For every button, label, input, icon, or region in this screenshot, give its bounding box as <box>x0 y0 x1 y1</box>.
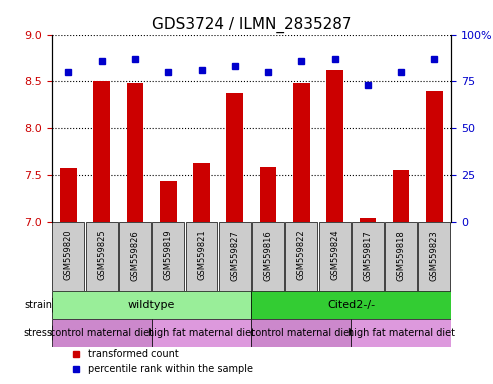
Text: transformed count: transformed count <box>88 349 178 359</box>
Bar <box>318 222 351 291</box>
Bar <box>60 169 77 222</box>
Polygon shape <box>52 326 63 340</box>
Bar <box>152 222 184 291</box>
Text: GSM559821: GSM559821 <box>197 230 206 280</box>
Text: Cited2-/-: Cited2-/- <box>327 300 375 310</box>
Bar <box>152 319 251 347</box>
Polygon shape <box>52 298 63 312</box>
Bar <box>127 83 143 222</box>
Text: stress: stress <box>24 328 52 338</box>
Bar <box>86 222 118 291</box>
Text: high fat maternal diet: high fat maternal diet <box>148 328 255 338</box>
Text: control maternal diet: control maternal diet <box>250 328 353 338</box>
Text: GSM559827: GSM559827 <box>230 230 239 280</box>
Bar <box>326 70 343 222</box>
Bar <box>293 83 310 222</box>
Bar <box>219 222 251 291</box>
Bar <box>52 222 84 291</box>
Bar <box>385 222 417 291</box>
Bar <box>426 91 443 222</box>
Bar <box>185 222 217 291</box>
Bar <box>193 163 210 222</box>
Text: wildtype: wildtype <box>128 300 176 310</box>
Text: high fat maternal diet: high fat maternal diet <box>348 328 455 338</box>
Bar <box>52 319 152 347</box>
Text: GSM559823: GSM559823 <box>430 230 439 280</box>
Bar <box>93 81 110 222</box>
Bar <box>352 319 451 347</box>
Text: control maternal diet: control maternal diet <box>50 328 153 338</box>
Bar <box>251 291 451 319</box>
Bar <box>119 222 151 291</box>
Text: percentile rank within the sample: percentile rank within the sample <box>88 364 253 374</box>
Bar <box>252 222 284 291</box>
Text: GSM559822: GSM559822 <box>297 230 306 280</box>
Bar <box>226 93 243 222</box>
Bar <box>393 170 410 222</box>
Text: GSM559817: GSM559817 <box>363 230 372 280</box>
Text: GSM559826: GSM559826 <box>131 230 140 280</box>
Text: GSM559825: GSM559825 <box>97 230 106 280</box>
Text: GSM559816: GSM559816 <box>264 230 273 280</box>
Text: GSM559820: GSM559820 <box>64 230 73 280</box>
Text: GSM559824: GSM559824 <box>330 230 339 280</box>
Bar <box>352 222 384 291</box>
Bar <box>251 319 352 347</box>
Bar <box>260 167 277 222</box>
Text: GSM559818: GSM559818 <box>397 230 406 280</box>
Bar <box>52 291 251 319</box>
Bar <box>160 180 176 222</box>
Title: GDS3724 / ILMN_2835287: GDS3724 / ILMN_2835287 <box>152 17 351 33</box>
Text: strain: strain <box>25 300 52 310</box>
Bar <box>285 222 317 291</box>
Bar <box>419 222 451 291</box>
Text: GSM559819: GSM559819 <box>164 230 173 280</box>
Bar <box>359 218 376 222</box>
